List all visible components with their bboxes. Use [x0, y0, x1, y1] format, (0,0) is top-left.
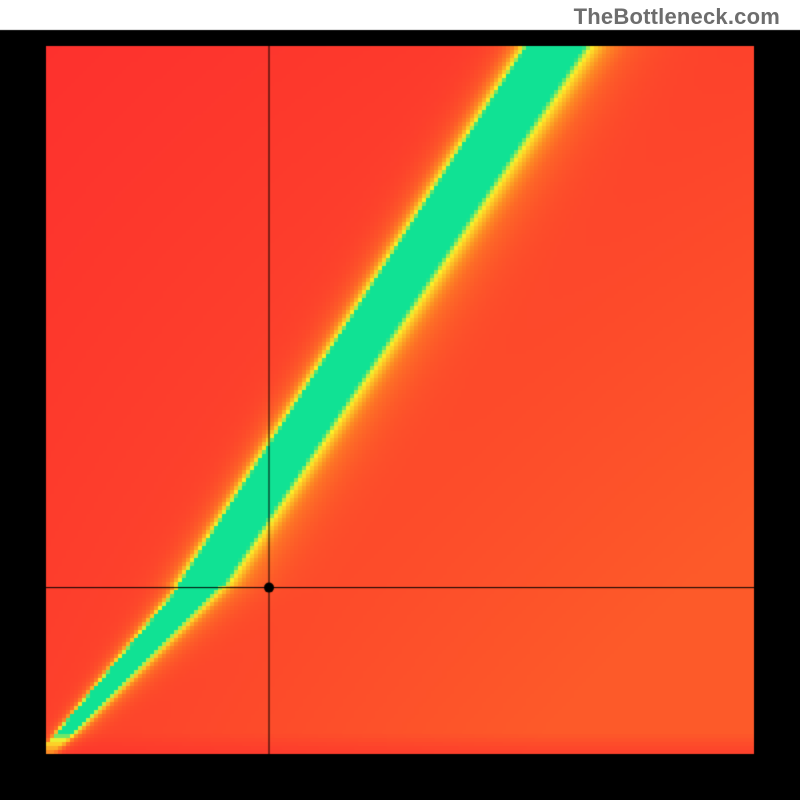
- bottleneck-heatmap: [0, 0, 800, 800]
- watermark-text: TheBottleneck.com: [574, 4, 780, 30]
